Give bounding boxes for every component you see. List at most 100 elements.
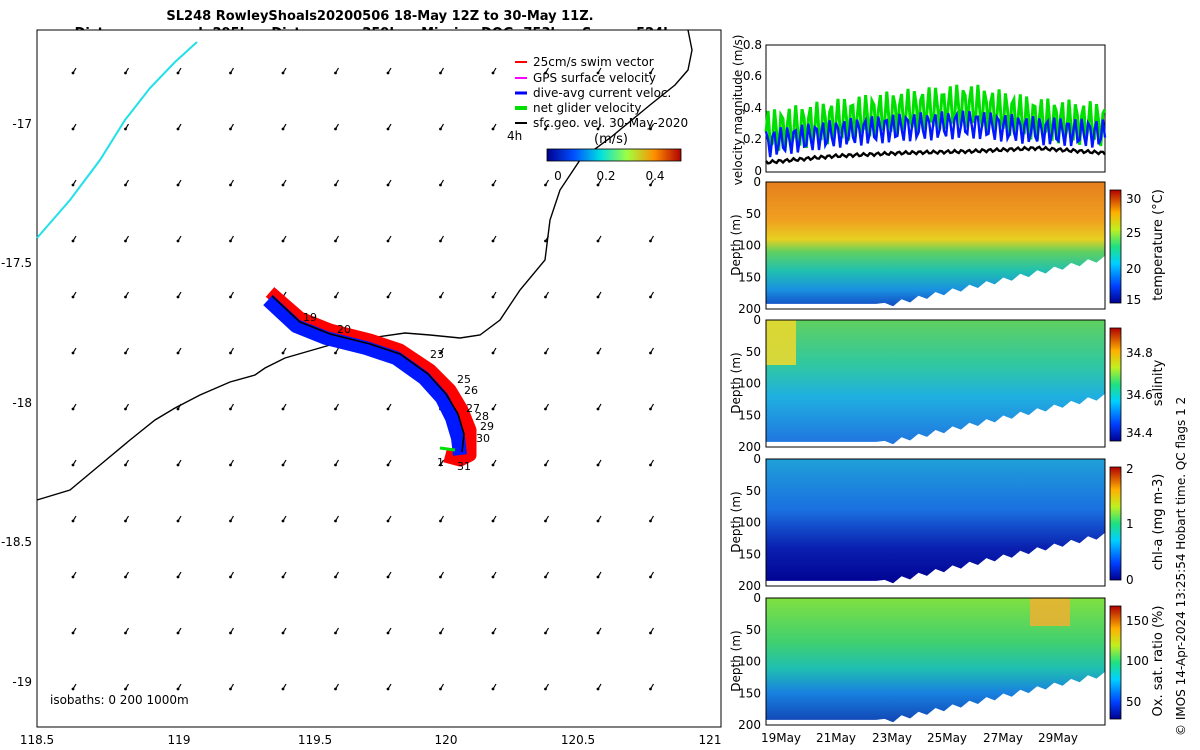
map-frame <box>36 29 722 728</box>
velocity-panel: 0 0.2 0.4 0.6 0.8 velocity magnitude (m/… <box>731 35 1107 185</box>
day-label: 27 <box>466 402 480 415</box>
day-label: 29 <box>480 420 494 433</box>
day-label: 19 <box>303 311 317 324</box>
current-arrowhead <box>439 351 442 355</box>
depth-tick: 0 <box>753 175 761 189</box>
depth-tick: 150 <box>738 270 761 284</box>
oxygen-frame <box>765 597 1106 726</box>
y-tick: -17.5 <box>1 256 32 270</box>
current-arrowhead <box>71 351 75 355</box>
current-arrowhead <box>176 183 180 187</box>
cbar-tick: 34.8 <box>1126 346 1153 360</box>
current-arrowhead <box>491 631 495 635</box>
date-ticks: 19May 21May 23May 25May 27May 29May <box>761 731 1078 745</box>
cbar-tick: 34.6 <box>1126 388 1153 402</box>
depth-tick: 0 <box>753 313 761 327</box>
depth-tick: 200 <box>738 440 761 454</box>
current-arrowhead <box>334 351 337 355</box>
current-arrowhead <box>491 351 495 355</box>
cbar-tick: 100 <box>1126 654 1149 668</box>
net-velocity-mark <box>439 446 456 452</box>
current-arrowhead <box>596 519 600 523</box>
colorbar-title: (m/s) <box>594 132 628 147</box>
salinity-label: salinity <box>1151 359 1166 406</box>
current-arrowhead <box>71 71 75 75</box>
current-arrowhead <box>334 519 337 523</box>
current-arrowhead <box>649 575 652 579</box>
current-arrowhead <box>71 239 75 243</box>
current-arrowhead <box>544 463 547 467</box>
current-arrowhead <box>176 407 180 411</box>
chl-label: chl-a (mg m-3) <box>1151 474 1166 571</box>
current-arrowhead <box>229 687 232 691</box>
salinity-section: Depth (m) 34.4 34.6 34.8 salinity <box>729 319 1166 448</box>
current-arrowhead <box>544 687 547 691</box>
current-arrowhead <box>386 71 390 75</box>
current-arrowhead <box>596 631 600 635</box>
current-arrowhead <box>439 463 442 467</box>
oxygen-label: Ox. sat. ratio (%) <box>1151 606 1166 717</box>
current-arrowhead <box>649 519 652 523</box>
legend-net: net glider velocity <box>533 101 641 115</box>
map-panel: 19 20 23 25 26 27 28 29 30 1 31 118.5 11… <box>1 29 722 747</box>
current-arrowhead <box>649 351 652 355</box>
salinity-frame <box>765 319 1106 448</box>
current-arrowhead <box>544 71 547 75</box>
current-arrowhead <box>124 463 127 467</box>
current-arrowhead <box>124 519 127 523</box>
date-tick: 21May <box>816 731 856 745</box>
depth-tick: 50 <box>746 345 761 359</box>
salinity-nodata <box>766 393 1105 447</box>
current-arrowhead <box>439 631 442 635</box>
current-arrowhead <box>334 239 337 243</box>
date-tick: 25May <box>927 731 967 745</box>
current-arrowhead <box>491 463 495 467</box>
current-arrowhead <box>124 575 127 579</box>
x-tick: 118.5 <box>20 733 54 747</box>
current-arrowhead <box>71 295 75 299</box>
current-arrowhead <box>124 687 127 691</box>
current-arrowhead <box>596 463 600 467</box>
current-arrowhead <box>334 71 337 75</box>
cbar-tick: 150 <box>1126 614 1149 628</box>
current-arrowhead <box>71 407 75 411</box>
legend-current: dive-avg current veloc. <box>533 86 671 100</box>
map-y-ticks: -17 -17.5 -18 -18.5 -19 <box>1 117 32 689</box>
y-tick: -18.5 <box>1 535 32 549</box>
current-arrowhead <box>176 71 180 75</box>
legend-gps: GPS surface velocity <box>533 71 656 85</box>
current-arrowhead <box>229 351 232 355</box>
current-arrowhead <box>124 631 127 635</box>
current-arrowhead <box>386 687 390 691</box>
current-arrowhead <box>281 183 285 187</box>
current-arrowhead <box>544 575 547 579</box>
current-arrowhead <box>491 519 495 523</box>
depth-tick: 0 <box>753 452 761 466</box>
depth-tick: 150 <box>738 408 761 422</box>
current-vector-band <box>263 294 467 456</box>
temperature-frame <box>765 181 1106 310</box>
depth-ticks: 0501001502000501001502000501001502000501… <box>738 175 761 732</box>
current-arrowhead <box>281 407 285 411</box>
depth-tick: 50 <box>746 207 761 221</box>
vector-scale-label: 4h <box>507 129 522 143</box>
current-arrowhead <box>281 575 285 579</box>
current-arrowhead <box>649 183 652 187</box>
current-arrowhead <box>229 407 232 411</box>
current-arrowhead <box>176 575 180 579</box>
current-arrowhead <box>596 687 600 691</box>
current-arrowhead <box>386 463 390 467</box>
current-arrowhead <box>649 295 652 299</box>
x-tick: 119 <box>168 733 191 747</box>
current-arrowhead <box>229 295 232 299</box>
current-arrowhead <box>176 295 180 299</box>
current-arrowhead <box>281 239 285 243</box>
cbar-tick: 34.4 <box>1126 426 1153 440</box>
current-arrowhead <box>491 295 495 299</box>
current-arrowhead <box>649 463 652 467</box>
current-arrowhead <box>176 239 180 243</box>
current-arrowhead <box>71 463 75 467</box>
current-arrowhead <box>649 71 652 75</box>
speed-colorbar <box>546 148 682 162</box>
day-labels: 19 20 23 25 26 27 28 29 30 1 31 <box>303 311 494 473</box>
